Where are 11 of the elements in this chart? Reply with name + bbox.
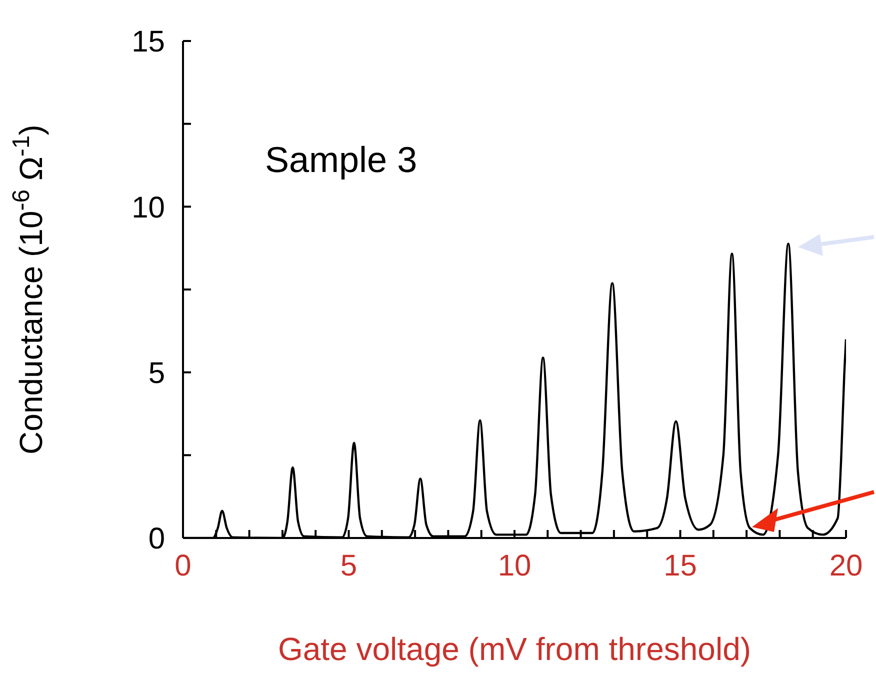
annotation: Sample 3 — [265, 139, 418, 180]
x-tick-label: 15 — [664, 549, 697, 582]
y-tick-label: 5 — [148, 356, 165, 390]
x-axis-title: Gate voltage (mV from threshold) — [278, 631, 752, 667]
x-tick-label: 0 — [174, 549, 192, 582]
x-tick-label: 10 — [498, 549, 532, 582]
x-tick-label: 5 — [340, 549, 358, 582]
y-tick-label: 0 — [148, 522, 165, 556]
y-tick-label: 10 — [132, 191, 165, 224]
x-tick-label: 20 — [829, 549, 863, 582]
y-tick-label: 15 — [132, 26, 165, 59]
